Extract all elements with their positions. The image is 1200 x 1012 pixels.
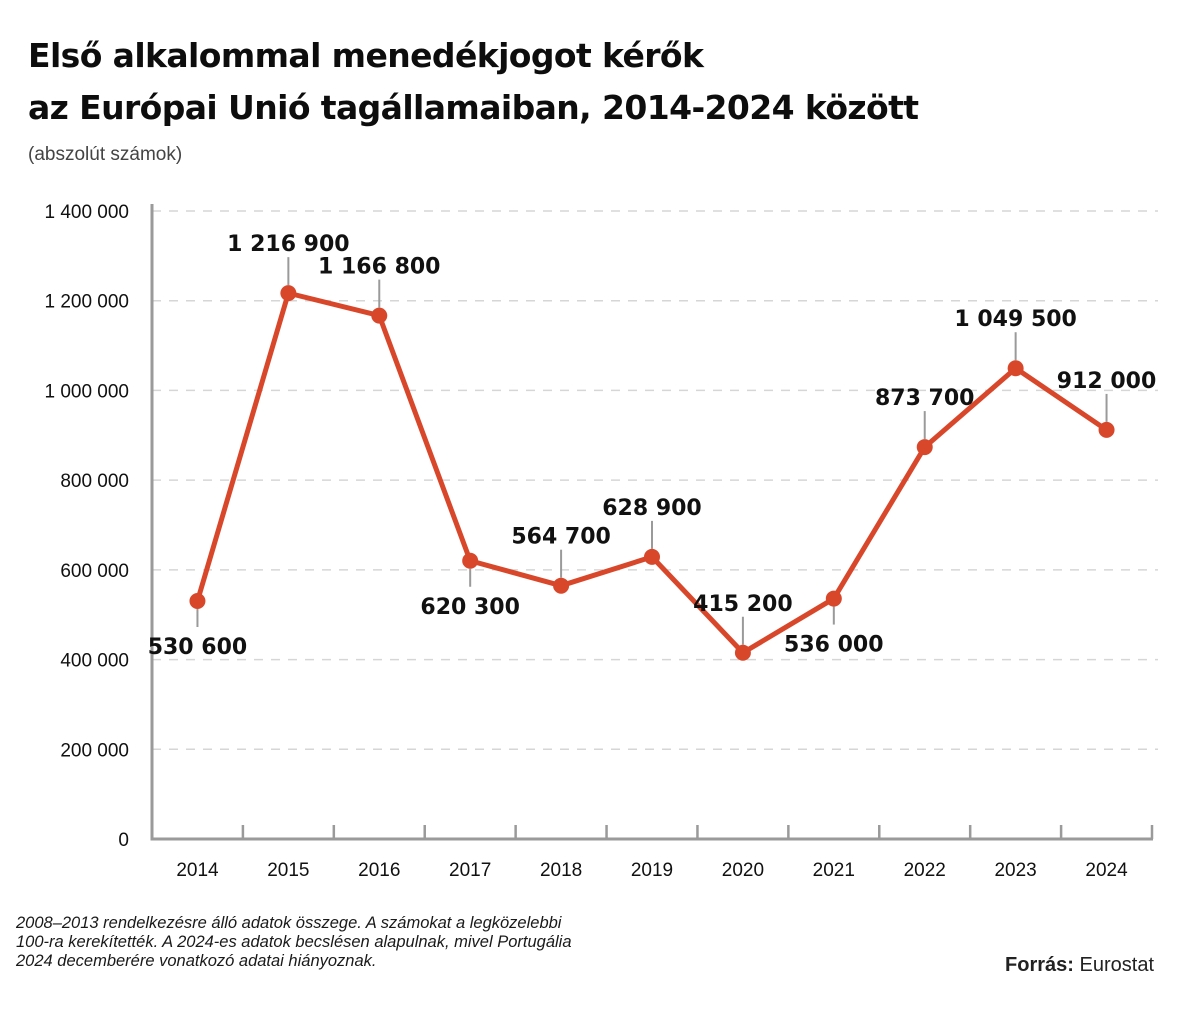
footnote-line-1: 2008–2013 rendelkezésre álló adatok össz… — [16, 914, 562, 932]
data-label: 628 900 — [602, 496, 702, 521]
chart-title-line-2: az Európai Unió tagállamaiban, 2014-2024… — [28, 88, 919, 127]
data-point — [553, 577, 570, 594]
axes — [150, 204, 1154, 841]
source-label: Forrás: — [1005, 954, 1074, 976]
y-tick-label: 600 000 — [60, 561, 129, 582]
x-tick-label: 2017 — [449, 860, 491, 881]
leader-lines — [196, 257, 1108, 645]
data-point — [916, 439, 933, 456]
chart-subtitle: (abszolút számok) — [28, 144, 183, 165]
footnote: 2008–2013 rendelkezésre álló adatok össz… — [16, 914, 776, 971]
data-label: 1 049 500 — [954, 307, 1076, 332]
x-tick-label: 2016 — [358, 860, 400, 881]
x-tick-label: 2015 — [267, 860, 309, 881]
series-line — [194, 290, 1110, 656]
data-point — [1098, 421, 1115, 438]
y-tick-label: 1 000 000 — [44, 381, 129, 402]
data-label: 873 700 — [875, 386, 975, 411]
line-chart: 0 200 000 400 000 600 000 800 000 1 000 000 1 … — [44, 202, 1158, 881]
y-tick-label: 800 000 — [60, 471, 129, 492]
data-label: 564 700 — [511, 525, 611, 550]
x-tick-label: 2021 — [813, 860, 855, 881]
data-point — [734, 644, 751, 661]
y-tick-label: 200 000 — [60, 740, 129, 761]
y-tick-label: 0 — [118, 830, 129, 851]
data-point — [825, 590, 842, 607]
data-point — [1007, 360, 1024, 377]
x-tick-labels: 2014 2015 2016 2017 2018 2019 2020 2021 2022 2023… — [176, 860, 1128, 881]
data-points — [189, 285, 1115, 661]
x-tick-label: 2022 — [904, 860, 946, 881]
source-value: Eurostat — [1079, 954, 1154, 976]
data-point — [462, 552, 479, 569]
source-credit: Forrás: Eurostat — [1005, 954, 1154, 977]
x-tick-label: 2014 — [176, 860, 219, 881]
chart-title-line-1: Első alkalommal menedékjogot kérők — [28, 36, 704, 75]
x-tick-label: 2018 — [540, 860, 582, 881]
data-label: 1 216 900 — [227, 232, 349, 257]
x-tick-label: 2020 — [722, 860, 764, 881]
data-point — [371, 307, 388, 324]
x-tick-label: 2024 — [1085, 860, 1128, 881]
y-tick-label: 1 400 000 — [44, 202, 129, 223]
footnote-line-2: 100-ra kerekítették. A 2024-es adatok be… — [16, 933, 572, 951]
data-point — [280, 285, 297, 302]
chart-title: Első alkalommal menedékjogot kérők az Eu… — [28, 30, 919, 134]
y-tick-labels: 0 200 000 400 000 600 000 800 000 1 000 000 1 … — [44, 202, 129, 851]
series-line-path — [194, 290, 1110, 656]
grid-lines — [152, 210, 1158, 751]
data-label: 912 000 — [1057, 369, 1157, 394]
footnote-line-3: 2024 decemberére vonatkozó adatai hiányo… — [16, 952, 377, 970]
x-tick-label: 2023 — [994, 860, 1036, 881]
x-tick-label: 2019 — [631, 860, 673, 881]
y-tick-label: 1 200 000 — [44, 292, 129, 313]
y-tick-label: 400 000 — [60, 651, 129, 672]
data-label: 620 300 — [420, 595, 520, 620]
data-label: 415 200 — [693, 592, 793, 617]
data-label: 1 166 800 — [318, 255, 440, 280]
data-point — [644, 548, 660, 565]
data-label: 530 600 — [148, 635, 248, 660]
data-label: 536 000 — [784, 633, 884, 658]
data-point — [189, 592, 206, 609]
